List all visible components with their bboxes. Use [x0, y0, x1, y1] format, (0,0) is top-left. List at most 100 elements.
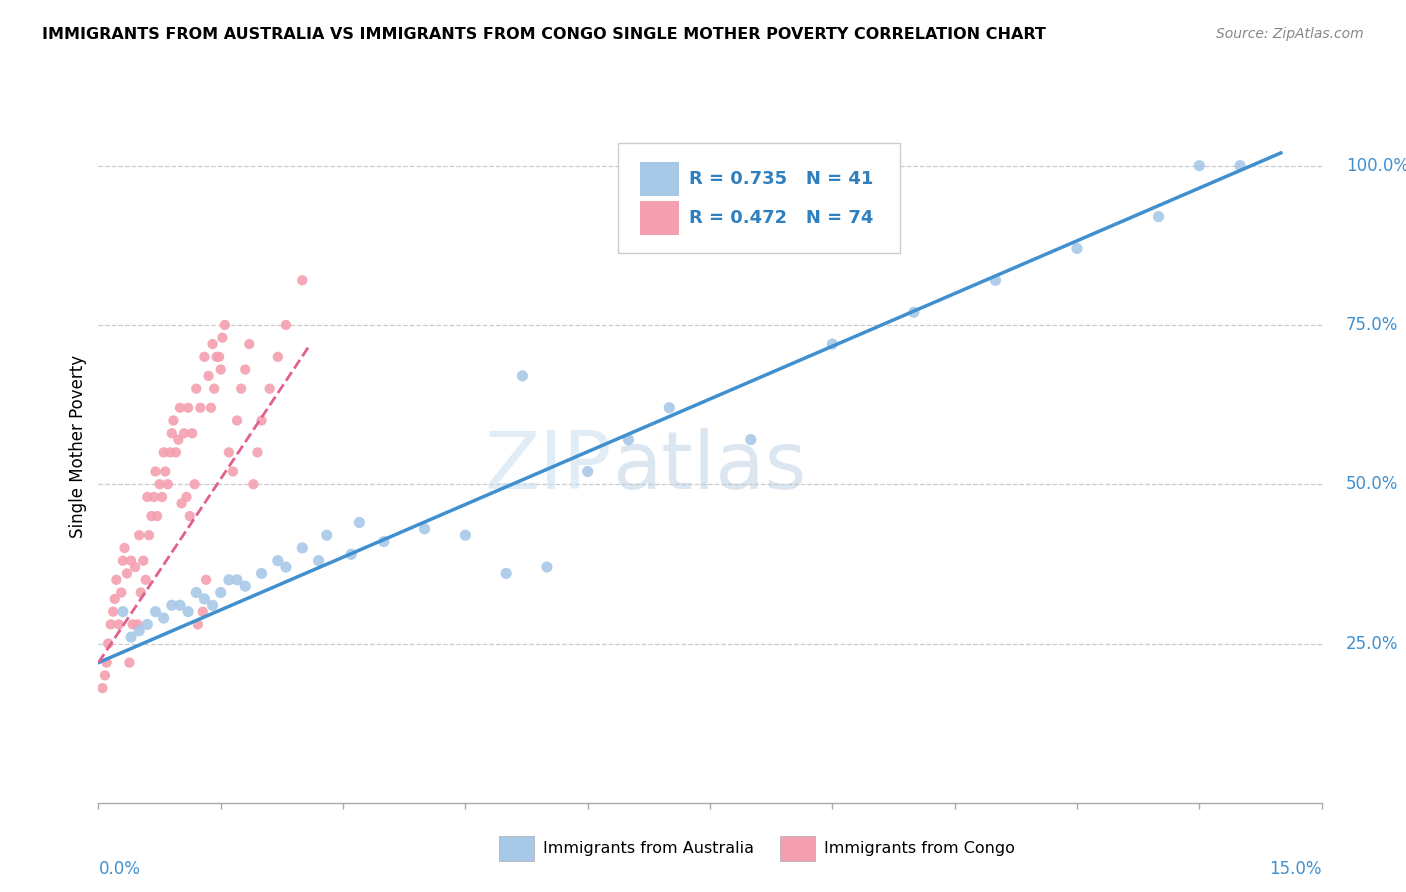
Point — [454, 528, 477, 542]
Point — [181, 426, 204, 441]
Point — [821, 337, 844, 351]
Point — [246, 445, 269, 459]
Point — [242, 477, 264, 491]
Point — [495, 566, 517, 581]
Point — [146, 509, 169, 524]
Point — [120, 630, 142, 644]
Point — [576, 465, 599, 479]
Text: R = 0.472   N = 74: R = 0.472 N = 74 — [689, 210, 873, 227]
Point — [165, 445, 187, 459]
Point — [291, 541, 314, 555]
Point — [903, 305, 925, 319]
Point — [187, 617, 209, 632]
Point — [1066, 242, 1088, 256]
Point — [209, 585, 232, 599]
Point — [114, 541, 136, 555]
Point — [197, 368, 219, 383]
Point — [201, 599, 224, 613]
Point — [145, 605, 167, 619]
Point — [149, 477, 172, 491]
Point — [1229, 159, 1251, 173]
Point — [124, 560, 146, 574]
Point — [186, 585, 208, 599]
Point — [145, 465, 167, 479]
Point — [233, 362, 256, 376]
Point — [120, 554, 142, 568]
Point — [209, 362, 232, 376]
Point — [128, 528, 150, 542]
Point — [167, 433, 190, 447]
Point — [136, 617, 159, 632]
Point — [128, 624, 150, 638]
Point — [413, 522, 436, 536]
Point — [104, 591, 127, 606]
Text: 15.0%: 15.0% — [1270, 860, 1322, 878]
Point — [233, 579, 256, 593]
Point — [136, 490, 159, 504]
Point — [250, 566, 273, 581]
Point — [617, 433, 640, 447]
Point — [226, 573, 249, 587]
Point — [536, 560, 558, 574]
Point — [159, 445, 181, 459]
Point — [238, 337, 260, 351]
Point — [218, 573, 240, 587]
Point — [156, 477, 179, 491]
Point — [315, 528, 337, 542]
Point — [308, 554, 330, 568]
Point — [218, 445, 240, 459]
Point — [118, 656, 141, 670]
FancyBboxPatch shape — [640, 202, 679, 235]
Point — [186, 382, 208, 396]
Point — [202, 382, 225, 396]
Point — [1188, 159, 1211, 173]
Text: Immigrants from Congo: Immigrants from Congo — [824, 841, 1015, 855]
Point — [214, 318, 236, 332]
Point — [349, 516, 371, 530]
Point — [100, 617, 122, 632]
Point — [173, 426, 195, 441]
Text: IMMIGRANTS FROM AUSTRALIA VS IMMIGRANTS FROM CONGO SINGLE MOTHER POVERTY CORRELA: IMMIGRANTS FROM AUSTRALIA VS IMMIGRANTS … — [42, 27, 1046, 42]
Point — [160, 599, 183, 613]
Text: 100.0%: 100.0% — [1346, 157, 1406, 175]
Point — [170, 496, 193, 510]
Text: R = 0.735   N = 41: R = 0.735 N = 41 — [689, 170, 873, 188]
Text: atlas: atlas — [612, 428, 807, 507]
Point — [101, 605, 124, 619]
Text: 75.0%: 75.0% — [1346, 316, 1399, 334]
Point — [231, 382, 253, 396]
Point — [94, 668, 117, 682]
Text: 50.0%: 50.0% — [1346, 475, 1399, 493]
Point — [152, 611, 174, 625]
Point — [211, 331, 233, 345]
Point — [169, 599, 191, 613]
Text: ZIP: ZIP — [485, 428, 612, 507]
Text: 25.0%: 25.0% — [1346, 634, 1399, 653]
Point — [274, 560, 297, 574]
Point — [91, 681, 114, 695]
Point — [177, 605, 200, 619]
Point — [169, 401, 191, 415]
FancyBboxPatch shape — [640, 162, 679, 196]
Point — [274, 318, 297, 332]
Point — [142, 490, 165, 504]
Point — [115, 566, 138, 581]
Point — [160, 426, 183, 441]
Text: Source: ZipAtlas.com: Source: ZipAtlas.com — [1216, 27, 1364, 41]
FancyBboxPatch shape — [619, 143, 900, 253]
Point — [110, 585, 132, 599]
Text: 0.0%: 0.0% — [98, 860, 141, 878]
Point — [135, 573, 157, 587]
Point — [121, 617, 143, 632]
Point — [512, 368, 534, 383]
Point — [183, 477, 205, 491]
Point — [177, 401, 200, 415]
Point — [111, 554, 134, 568]
Point — [191, 605, 214, 619]
Point — [193, 350, 215, 364]
Point — [200, 401, 222, 415]
Point — [222, 465, 245, 479]
Point — [111, 605, 134, 619]
Point — [152, 445, 174, 459]
Point — [658, 401, 681, 415]
